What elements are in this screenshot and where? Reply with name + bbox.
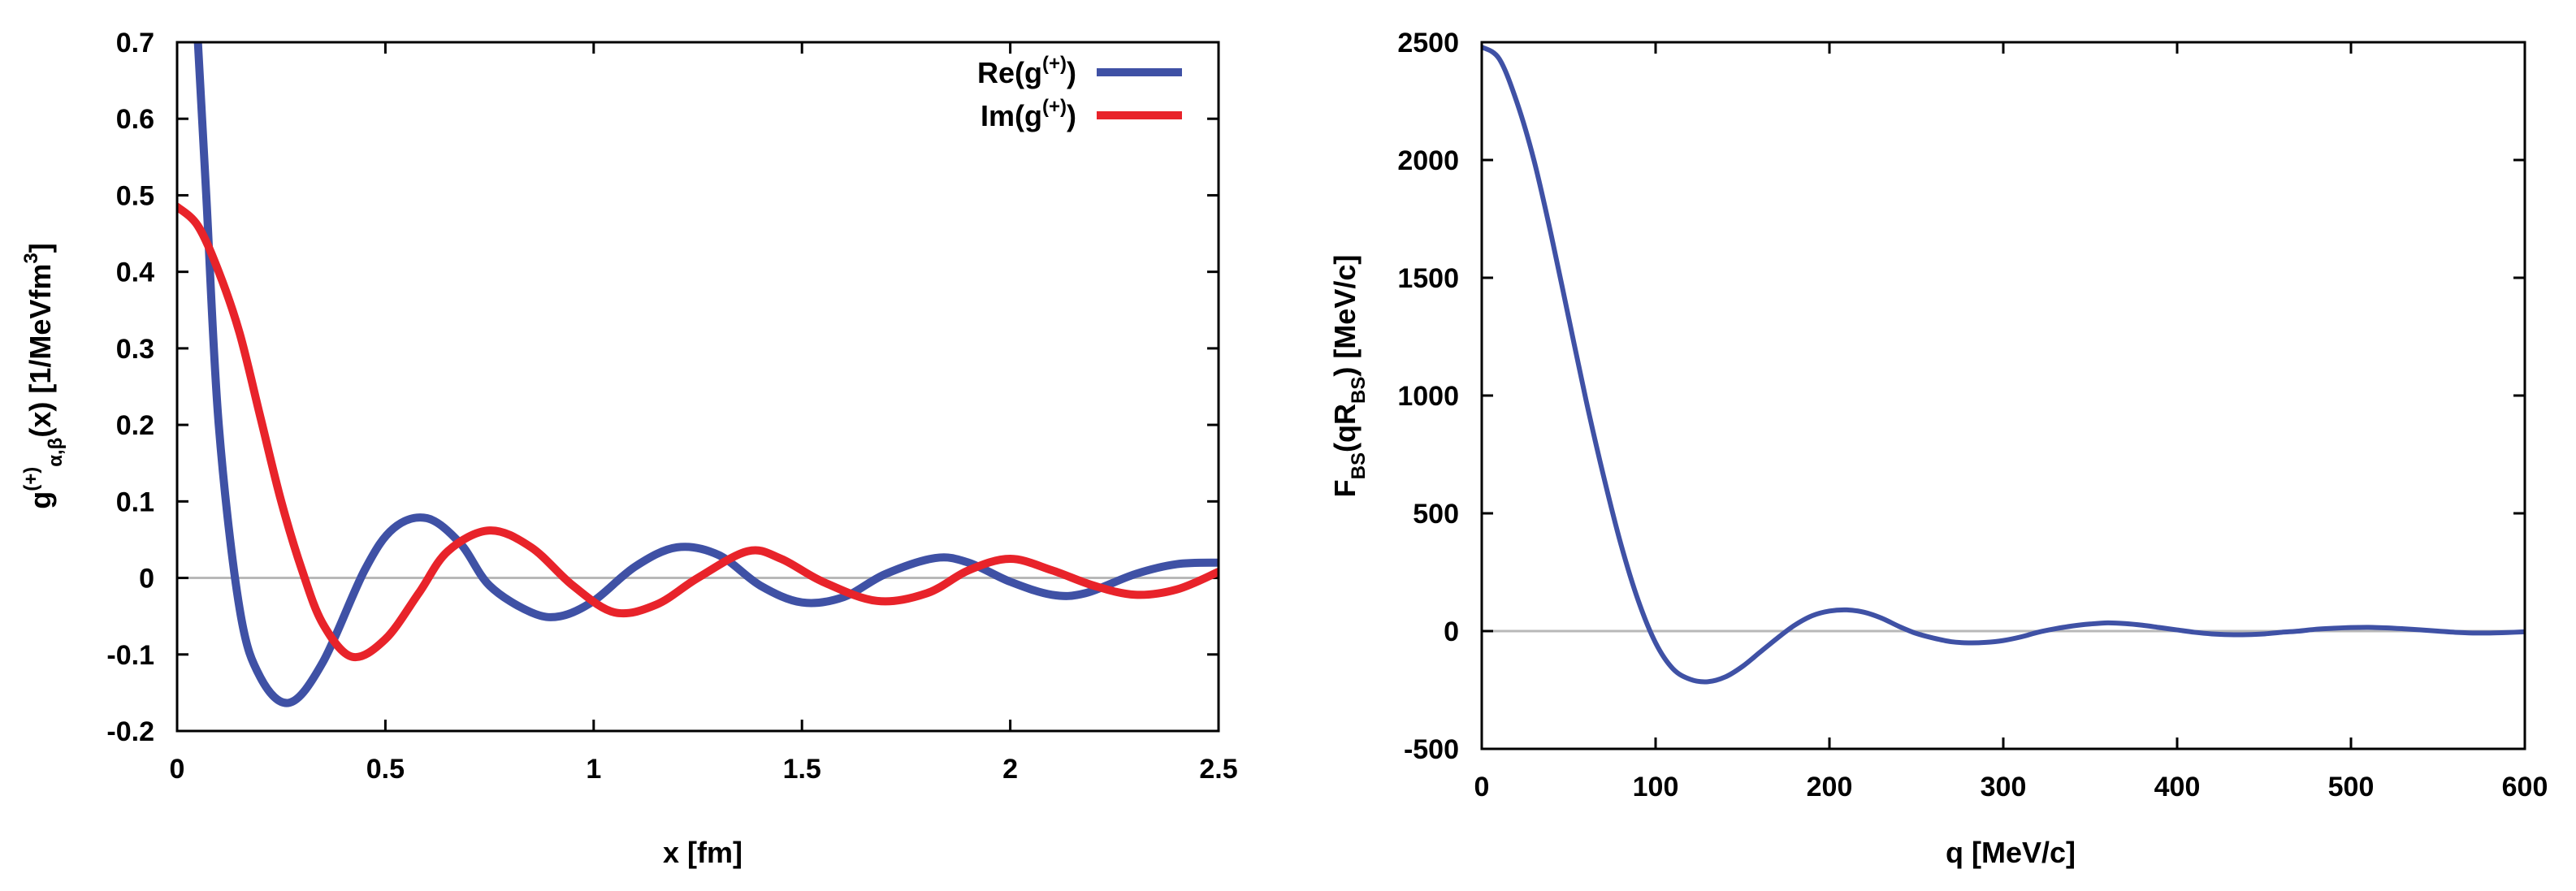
x-tick-label: 0 (170, 754, 185, 785)
y-axis-title: g(+)α,β(x) [1/MeVfm3] (20, 243, 67, 508)
y-tick-label: 0 (1444, 616, 1459, 647)
x-tick-labels: 0 0.5 1 1.5 2 2.5 (170, 754, 1238, 785)
y-tick-label: 0.3 (116, 334, 154, 365)
series-layer (177, 42, 1219, 707)
x-tick-label: 200 (1807, 772, 1853, 802)
series-line-fbs (1482, 44, 2525, 685)
y-tick-labels: -0.2 -0.1 0 0.1 0.2 0.3 0.4 0.5 0.6 0.7 (106, 28, 154, 747)
legend-label-im: Im(g(+)) (981, 96, 1076, 132)
y-tick-label: 2000 (1397, 145, 1459, 176)
x-tick-label: 600 (2502, 772, 2548, 802)
y-tick-label: -0.2 (106, 716, 154, 747)
x-tick-label: 2.5 (1199, 754, 1237, 785)
y-axis-title: FBS(qRBS) [MeV/c] (1328, 255, 1370, 498)
x-tick-label: 0.5 (366, 754, 405, 785)
y-tick-label: 0.5 (116, 180, 154, 211)
plot-frame (1480, 41, 2526, 750)
y-tick-label: 1500 (1397, 263, 1459, 294)
series-line-im (177, 202, 1219, 662)
chart-form-factor: 0 100 200 300 400 500 600 -500 0 500 1000 1500 2000… (1328, 28, 2548, 869)
series-layer (1482, 44, 2525, 685)
plot-frame (175, 41, 1220, 733)
series-line-re (193, 42, 1219, 707)
y-tick-label: 1000 (1397, 381, 1459, 412)
x-tick-label: 100 (1633, 772, 1679, 802)
y-tick-label: 0.4 (116, 257, 154, 288)
x-tick-labels: 0 100 200 300 400 500 600 (1474, 772, 2548, 802)
x-tick-label: 300 (1981, 772, 2027, 802)
x-tick-label: 1 (586, 754, 601, 785)
y-tick-labels: -500 0 500 1000 1500 2000 2500 (1397, 28, 1459, 765)
x-tick-label: 0 (1474, 772, 1490, 802)
legend: Re(g(+)) Im(g(+)) (977, 53, 1182, 132)
y-tick-label: -500 (1404, 734, 1459, 765)
x-axis-title: q [MeV/c] (1946, 836, 2076, 869)
y-tick-label: 0.2 (116, 410, 154, 441)
x-tick-label: 2 (1002, 754, 1018, 785)
x-axis-title: x [fm] (663, 836, 742, 869)
y-tick-label: 0.7 (116, 28, 154, 58)
y-tick-label: 0.1 (116, 487, 154, 517)
y-tick-label: 2500 (1397, 28, 1459, 58)
legend-label-re: Re(g(+)) (977, 53, 1076, 89)
chart-correlation-function: 0 0.5 1 1.5 2 2.5 -0.2 -0.1 0 0.1 0.2 0.3 0.4 0.5 0.6… (20, 28, 1238, 869)
y-tick-label: 0 (139, 564, 154, 595)
x-tick-label: 500 (2328, 772, 2375, 802)
x-tick-label: 1.5 (783, 754, 821, 785)
x-tick-label: 400 (2154, 772, 2201, 802)
y-tick-label: -0.1 (106, 640, 154, 671)
y-tick-label: 0.6 (116, 104, 154, 135)
y-tick-label: 500 (1413, 499, 1459, 530)
